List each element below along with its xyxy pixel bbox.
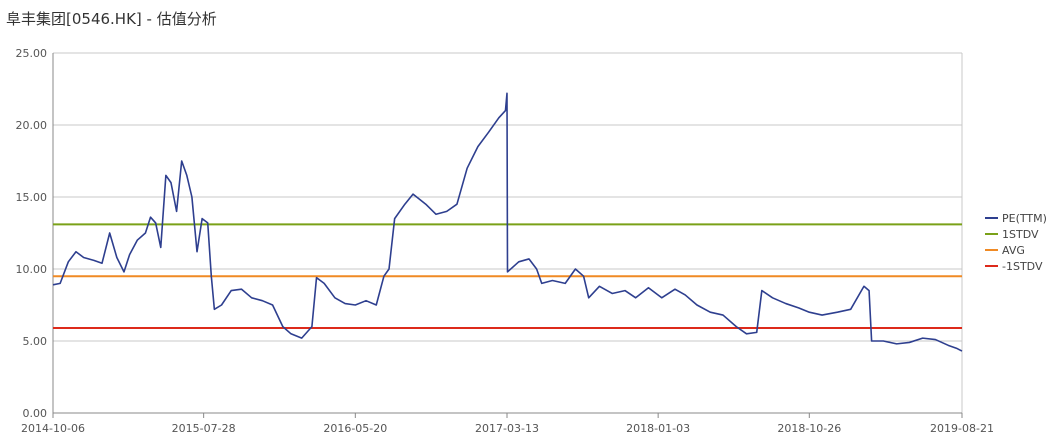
y-axis: 0.00 5.00 10.00 15.00 20.00 25.00 bbox=[16, 47, 48, 420]
y-tick-label: 15.00 bbox=[16, 191, 48, 204]
y-tick-label: 25.00 bbox=[16, 47, 48, 60]
legend-item-avg: AVG bbox=[985, 244, 1025, 257]
y-tick-label: 10.00 bbox=[16, 263, 48, 276]
series-layer bbox=[52, 92, 963, 352]
legend-item-pe-ttm: PE(TTM) bbox=[985, 212, 1047, 225]
legend-label: PE(TTM) bbox=[1002, 212, 1047, 225]
x-tick-label: 2018-01-03 bbox=[626, 422, 690, 435]
legend-label: AVG bbox=[1002, 244, 1025, 257]
chart-title: 阜丰集团[0546.HK] - 估值分析 bbox=[6, 10, 217, 28]
x-tick-label: 2018-10-26 bbox=[777, 422, 841, 435]
legend-item-minus-1-stdv: -1STDV bbox=[985, 260, 1043, 273]
legend-item-plus-1-stdv: 1STDV bbox=[985, 228, 1039, 241]
y-tick-label: 20.00 bbox=[16, 119, 48, 132]
y-tick-label: 5.00 bbox=[23, 335, 48, 348]
x-tick-label: 2015-07-28 bbox=[172, 422, 236, 435]
y-tick-label: 0.00 bbox=[23, 407, 48, 420]
x-tick-label: 2017-03-13 bbox=[475, 422, 539, 435]
pe-ttm-line bbox=[52, 92, 963, 352]
x-tick-label: 2019-08-21 bbox=[930, 422, 994, 435]
x-tick-label: 2014-10-06 bbox=[21, 422, 85, 435]
x-tick-label: 2016-05-20 bbox=[323, 422, 387, 435]
x-axis: 2014-10-06 2015-07-28 2016-05-20 2017-03-13… bbox=[21, 412, 994, 435]
legend-label: 1STDV bbox=[1002, 228, 1039, 241]
legend: PE(TTM) 1STDV AVG -1STDV bbox=[985, 212, 1047, 273]
legend-label: -1STDV bbox=[1002, 260, 1043, 273]
